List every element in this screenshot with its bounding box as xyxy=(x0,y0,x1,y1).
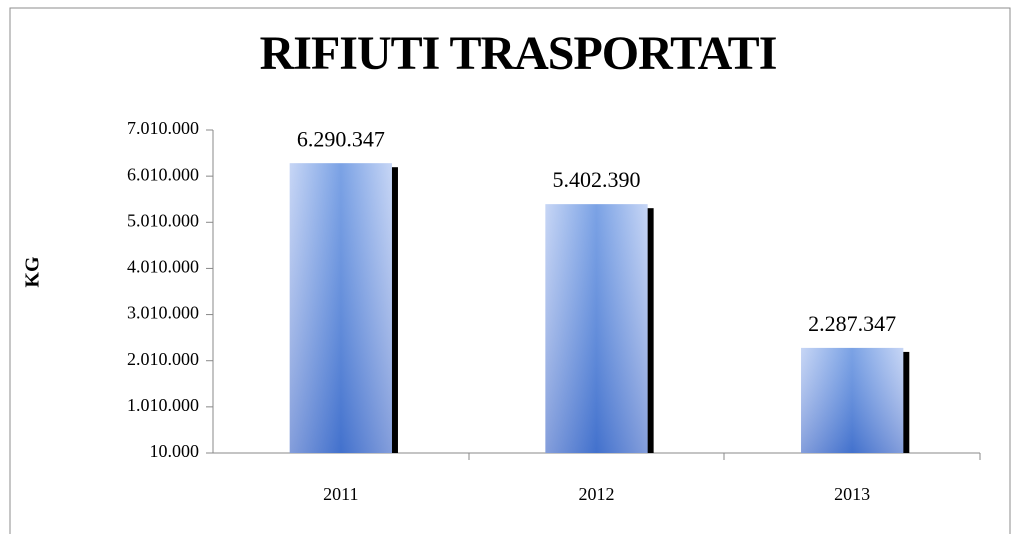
bar-shade xyxy=(545,204,648,453)
y-axis-label: KG xyxy=(22,256,44,288)
x-tick-label: 2012 xyxy=(579,484,615,504)
y-tick-label: 2.010.000 xyxy=(127,349,199,369)
chart-border xyxy=(9,7,1011,534)
y-tick-label: 4.010.000 xyxy=(127,257,199,277)
y-tick-label: 3.010.000 xyxy=(127,303,199,323)
y-tick-label: 10.000 xyxy=(150,441,200,461)
y-tick-label: 1.010.000 xyxy=(127,395,199,415)
y-tick-label: 5.010.000 xyxy=(127,210,199,230)
x-tick-label: 2013 xyxy=(834,484,870,504)
chart-title: RIFIUTI TRASPORTATI xyxy=(260,27,777,80)
y-tick-label: 6.010.000 xyxy=(127,164,199,184)
y-tick-label: 7.010.000 xyxy=(127,118,199,138)
value-label: 5.402.390 xyxy=(553,167,641,192)
value-label: 6.290.347 xyxy=(297,126,385,151)
x-tick-label: 2011 xyxy=(323,484,358,504)
bar-shade xyxy=(289,163,392,453)
value-label: 2.287.347 xyxy=(808,311,896,336)
bar-shade xyxy=(801,347,904,453)
